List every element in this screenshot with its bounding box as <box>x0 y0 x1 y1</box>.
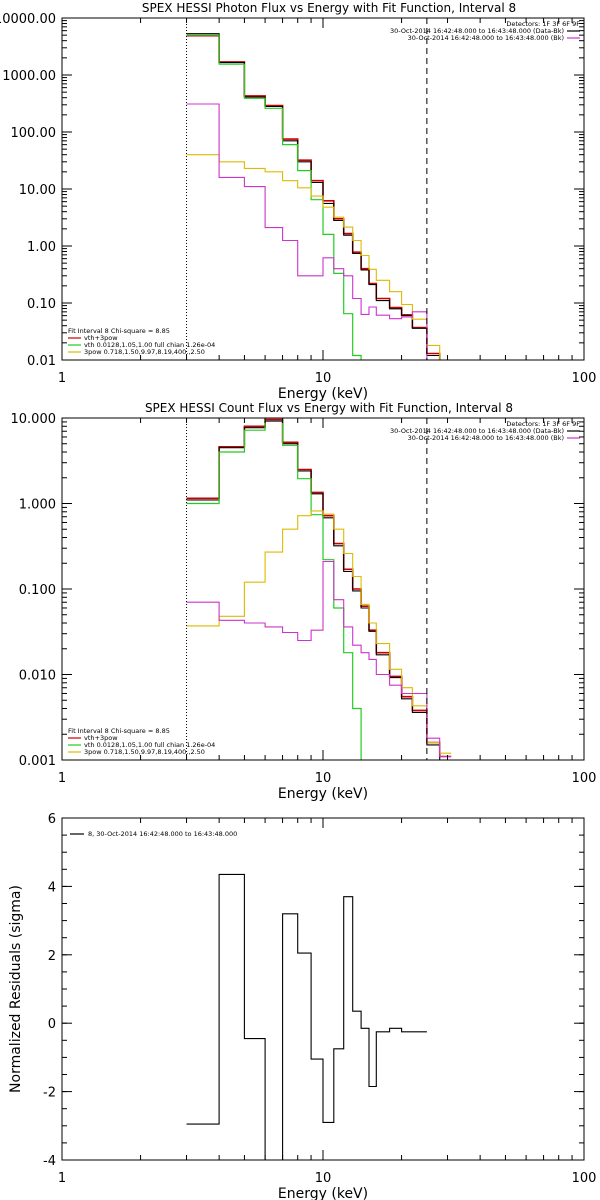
x-tick-label: 100 <box>572 371 597 386</box>
y-tick-label: 100.00 <box>11 126 57 141</box>
chart-title: SPEX HESSI Photon Flux vs Energy with Fi… <box>142 1 516 15</box>
x-axis-label: Energy (keV) <box>278 786 368 802</box>
y-tick-label: 0.01 <box>27 354 56 369</box>
series-data-bk <box>186 420 452 760</box>
x-tick-label: 1 <box>58 371 66 386</box>
legend-text: 30-Oct-2014 16:42:48.000 to 16:43:48.000… <box>390 27 564 35</box>
y-tick-label: -2 <box>43 1086 56 1101</box>
y-tick-label: 0 <box>48 1017 56 1032</box>
x-tick-label: 10 <box>315 771 332 786</box>
series-group <box>186 873 427 1160</box>
y-tick-label: 6 <box>48 812 56 827</box>
series-3pow <box>186 154 441 360</box>
legend-text: 30-Oct-2014 16:42:48.000 to 16:43:48.000… <box>390 427 564 435</box>
y-tick-label: -4 <box>43 1154 56 1169</box>
y-tick-label: 4 <box>48 880 56 895</box>
series-bk <box>186 560 452 758</box>
series-vth-3pow <box>186 418 452 758</box>
y-tick-label: 10.00 <box>19 183 56 198</box>
chart-1: SPEX HESSI Photon Flux vs Energy with Fi… <box>0 1 597 402</box>
legend-text: Fit Interval 8 Chi-square = 8.85 <box>68 327 170 335</box>
y-tick-label: 0.10 <box>27 297 56 312</box>
series-residuals <box>186 873 427 1160</box>
x-tick-label: 10 <box>315 1171 332 1186</box>
legend-text: vth+3pow <box>84 334 118 342</box>
y-tick-label: 1000.00 <box>2 69 56 84</box>
legend-text: 30-Oct-2014 16:42:48.000 to 16:43:48.000… <box>408 34 564 42</box>
y-axis-label: Normalized Residuals (sigma) <box>8 885 24 1093</box>
legend-text: Detectors: 1F 3F 6F 9F <box>506 420 580 428</box>
series-vth <box>186 34 362 360</box>
y-tick-label: 0.010 <box>19 669 56 684</box>
y-tick-label: 10000.00 <box>0 12 56 27</box>
series-vth <box>186 418 362 760</box>
x-tick-label: 100 <box>572 771 597 786</box>
series-group <box>186 33 441 360</box>
series-data-bk <box>186 33 441 360</box>
x-tick-label: 100 <box>572 1171 597 1186</box>
chart-2: SPEX HESSI Count Flux vs Energy with Fit… <box>11 401 597 802</box>
legend-text: 3pow 0.718,1.50,9.97,8.19,400.,2.50 <box>84 748 205 756</box>
y-tick-label: 2 <box>48 949 56 964</box>
x-axis-label: Energy (keV) <box>278 1186 368 1200</box>
y-tick-label: 1.000 <box>19 498 56 513</box>
y-tick-label: 10.000 <box>11 412 57 427</box>
y-tick-label: 0.001 <box>19 754 56 769</box>
legend-text: vth 0.0128,1.05,1.00 full chian 1.26e-04 <box>84 341 215 349</box>
series-vth-3pow <box>186 34 441 360</box>
legend-text: 30-Oct-2014 16:42:48.000 to 16:43:48.000… <box>408 434 564 442</box>
legend-text: 3pow 0.718,1.50,9.97,8.19,400.,2.50 <box>84 348 205 356</box>
series-bk <box>186 103 441 360</box>
x-axis-label: Energy (keV) <box>278 386 368 402</box>
series-group <box>186 418 452 760</box>
legend-text: Detectors: 1F 3F 6F 9F <box>506 20 580 28</box>
legend-text: vth 0.0128,1.05,1.00 full chian 1.26e-04 <box>84 741 215 749</box>
chart-title: SPEX HESSI Count Flux vs Energy with Fit… <box>145 401 513 415</box>
chart-3: 1 10 100 Energy (keV) -4 -2 0 2 4 6 Normalized Res… <box>8 812 596 1200</box>
y-tick-label: 0.100 <box>19 583 56 598</box>
x-tick-label: 10 <box>315 371 332 386</box>
x-tick-label: 1 <box>58 1171 66 1186</box>
y-tick-label: 1.00 <box>27 240 56 255</box>
legend-text: Fit Interval 8 Chi-square = 8.85 <box>68 727 170 735</box>
series-3pow <box>186 510 452 754</box>
legend-text: vth+3pow <box>84 734 118 742</box>
legend-text: 8, 30-Oct-2014 16:42:48.000 to 16:43:48.… <box>88 830 237 838</box>
x-tick-label: 1 <box>58 771 66 786</box>
